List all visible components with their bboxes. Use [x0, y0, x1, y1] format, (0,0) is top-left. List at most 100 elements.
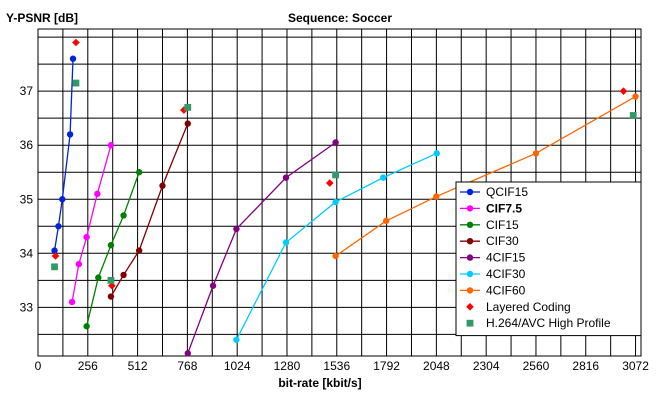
- x-tick-label: 512: [128, 359, 148, 373]
- legend-label-layered-coding: Layered Coding: [486, 300, 571, 314]
- legend-marker-cif7-5: [466, 205, 474, 212]
- series-cif15: [83, 169, 143, 330]
- x-tick-label: 0: [35, 359, 42, 373]
- x-axis-label: bit-rate [kbit/s]: [278, 376, 361, 390]
- data-point-cif7-5: [83, 233, 90, 241]
- data-point-h-264-avc-high-profile: [107, 276, 115, 284]
- data-point-4cif30: [380, 174, 387, 181]
- legend-label-4cif60: 4CIF60: [486, 283, 526, 297]
- data-point-qcif15: [51, 247, 58, 254]
- legend-marker-4cif30: [466, 270, 474, 278]
- data-point-layered-coding: [325, 179, 334, 187]
- x-tick-label: 256: [78, 359, 98, 373]
- series-4cif30: [233, 150, 440, 343]
- data-point-4cif30: [332, 198, 339, 206]
- data-point-cif30: [184, 120, 191, 127]
- data-point-qcif15: [55, 223, 62, 230]
- x-tick-label: 1280: [274, 359, 301, 373]
- data-point-cif30: [107, 293, 115, 300]
- data-point-4cif15: [332, 139, 339, 146]
- data-point-4cif60: [382, 217, 390, 225]
- series-qcif15: [51, 55, 77, 254]
- data-point-4cif15: [209, 282, 217, 289]
- legend-label-cif15: CIF15: [486, 218, 519, 232]
- y-tick-label: 35: [20, 192, 34, 206]
- tick-labels: 0 256 512 768 1024 1280 1536 1792 2048 2304 2560 28…: [20, 84, 650, 373]
- y-axis-label: Y-PSNR [dB]: [6, 11, 78, 25]
- data-point-h-264-avc-high-profile: [332, 171, 340, 179]
- series-cif30: [107, 120, 191, 300]
- data-point-4cif60: [332, 252, 339, 260]
- series-4cif60: [332, 93, 639, 260]
- data-point-4cif60: [433, 193, 440, 200]
- data-point-4cif60: [632, 93, 639, 100]
- x-tick-label: 1792: [373, 359, 400, 373]
- legend-marker-4cif60: [466, 287, 474, 294]
- data-point-4cif15: [233, 225, 240, 233]
- data-point-layered-coding: [72, 38, 80, 47]
- data-point-4cif30: [233, 336, 240, 343]
- data-point-cif7-5: [75, 260, 83, 268]
- legend-label-qcif15: QCIF15: [486, 185, 528, 199]
- x-tick-label: 2048: [423, 359, 450, 373]
- data-point-cif7-5: [107, 142, 115, 149]
- data-point-layered-coding: [51, 252, 60, 260]
- data-point-qcif15: [59, 196, 66, 203]
- y-tick-label: 36: [20, 138, 34, 152]
- x-tick-label: 2816: [572, 359, 599, 373]
- series-line-cif7-5: [71, 145, 112, 303]
- x-tick-label: 2304: [473, 359, 500, 373]
- data-point-qcif15: [69, 55, 77, 62]
- data-point-h-264-avc-high-profile: [51, 263, 58, 271]
- x-tick-label: 1536: [323, 359, 350, 373]
- series-layered-coding: [51, 38, 628, 290]
- legend-marker-cif15: [466, 221, 474, 228]
- data-point-4cif15: [184, 350, 191, 357]
- data-point-cif7-5: [94, 190, 101, 198]
- legend-marker-layered-coding: [466, 303, 474, 311]
- legend-label-4cif15: 4CIF15: [486, 251, 526, 265]
- series-line-cif30: [110, 123, 189, 297]
- x-tick-label: 768: [177, 359, 197, 373]
- data-point-cif15: [135, 169, 143, 176]
- y-tick-label: 37: [20, 84, 34, 98]
- x-tick-label: 3072: [622, 359, 649, 373]
- data-point-4cif30: [433, 150, 440, 157]
- data-point-cif30: [120, 271, 127, 279]
- series-line-qcif15: [53, 58, 74, 251]
- data-point-layered-coding: [180, 106, 188, 114]
- data-point-4cif30: [282, 239, 290, 246]
- y-tick-label: 33: [20, 300, 34, 314]
- chart-title: Sequence: Soccer: [288, 11, 392, 25]
- legend-marker-cif30: [466, 238, 474, 245]
- x-tick-label: 2560: [523, 359, 550, 373]
- legend-marker-h-264-avc-high-profile: [466, 319, 474, 327]
- series-h-264-avc-high-profile: [51, 79, 637, 284]
- data-point-qcif15: [66, 131, 74, 138]
- data-point-cif15: [95, 274, 102, 281]
- data-point-4cif15: [282, 174, 290, 181]
- legend-label-cif7-5: CIF7.5: [486, 201, 522, 215]
- data-point-cif15: [107, 241, 115, 249]
- legend-box: [455, 181, 642, 337]
- data-point-cif7-5: [68, 298, 76, 306]
- legend-label-4cif30: 4CIF30: [486, 267, 526, 281]
- data-point-h-264-avc-high-profile: [629, 112, 637, 119]
- legend: QCIF15 CIF7.5 CIF15 CIF30 4CIF15 4CIF30 4CIF60…: [455, 181, 642, 337]
- data-point-cif30: [159, 182, 166, 189]
- data-point-h-264-avc-high-profile: [184, 103, 192, 111]
- series-cif7-5: [68, 142, 115, 306]
- y-tick-label: 34: [20, 246, 34, 260]
- data-point-layered-coding: [108, 281, 116, 290]
- data-point-cif15: [120, 212, 127, 219]
- legend-marker-4cif15: [466, 254, 474, 261]
- series-4cif15: [184, 139, 339, 357]
- series-layer: [51, 38, 639, 357]
- legend-marker-qcif15: [466, 188, 474, 196]
- data-point-cif15: [83, 323, 90, 330]
- legend-label-h-264-avc-high-profile: H.264/AVC High Profile: [486, 316, 611, 330]
- data-point-4cif60: [532, 150, 540, 157]
- data-point-cif30: [135, 247, 143, 254]
- data-point-layered-coding: [619, 87, 628, 95]
